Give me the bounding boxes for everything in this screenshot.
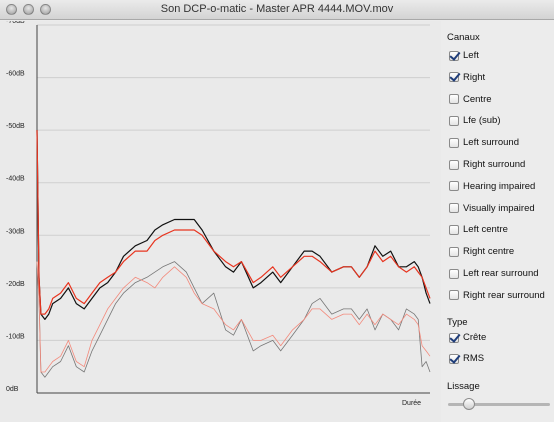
type-cr-te-checkbox[interactable] [449, 332, 459, 343]
channel-left-centre-checkbox[interactable] [449, 224, 459, 235]
channel-left-checkbox[interactable] [449, 50, 459, 61]
y-tick-label: -30dB [6, 228, 25, 235]
channel-visually-impaired[interactable]: Visually impaired [449, 202, 535, 215]
type-label: RMS [463, 353, 485, 364]
zoom-button[interactable] [40, 4, 51, 15]
channel-label: Lfe (sub) [463, 115, 501, 127]
channel-lfe-sub[interactable]: Lfe (sub) [449, 114, 501, 127]
channel-label: Right rear surround [463, 289, 545, 301]
channel-right-centre[interactable]: Right centre [449, 245, 514, 258]
type-rms-checkbox[interactable] [449, 353, 459, 364]
channel-left-rear-surround-checkbox[interactable] [449, 268, 459, 279]
close-button[interactable] [6, 4, 17, 15]
channel-label: Right centre [463, 246, 515, 258]
channel-centre[interactable]: Centre [449, 93, 492, 106]
channel-right-surround-checkbox[interactable] [449, 159, 459, 170]
channel-label: Left [463, 50, 479, 61]
y-tick-label: -50dB [6, 123, 25, 130]
channel-left-rear-surround[interactable]: Left rear surround [449, 267, 539, 280]
audio-plot: 0dB -10dB -20dB -30dB -40dB -50dB -60dB -70dB Du… [0, 21, 441, 422]
type-label: Crête [463, 332, 487, 343]
type-rms[interactable]: RMS [449, 352, 484, 365]
channel-label: Left rear surround [463, 268, 539, 279]
channel-right-surround[interactable]: Right surround [449, 158, 525, 171]
y-tick-label: -40dB [6, 176, 25, 183]
channel-right-checkbox[interactable] [449, 72, 459, 83]
channel-right-rear-surround-checkbox[interactable] [449, 290, 459, 301]
channel-left-surround[interactable]: Left surround [449, 136, 519, 149]
channel-label: Centre [463, 93, 492, 105]
window-title: Son DCP-o-matic - Master APR 4444.MOV.mo… [160, 3, 394, 15]
channel-label: Visually impaired [463, 202, 535, 214]
series-line-left-peak [36, 261, 431, 378]
channel-label: Left surround [463, 137, 519, 149]
channel-visually-impaired-checkbox[interactable] [449, 203, 459, 214]
channel-lfe-sub-checkbox[interactable] [449, 115, 459, 126]
sidebar: Canaux Left Right Centre Lfe (sub) Left surr… [441, 21, 554, 422]
x-axis-label: Durée [402, 400, 421, 407]
channel-centre-checkbox[interactable] [449, 94, 459, 105]
smoothing-slider[interactable] [448, 398, 550, 410]
minimize-button[interactable] [23, 4, 34, 15]
channel-label: Right surround [463, 159, 526, 170]
channel-left[interactable]: Left [449, 49, 479, 62]
series-line-right-rms [36, 130, 431, 315]
channel-left-centre[interactable]: Left centre [449, 223, 508, 236]
channels-header: Canaux [447, 32, 480, 43]
title-bar: Son DCP-o-matic - Master APR 4444.MOV.mo… [0, 0, 554, 20]
series-line-left-rms [36, 130, 431, 320]
channel-hearing-impaired-checkbox[interactable] [449, 181, 459, 192]
channel-label: Hearing impaired [463, 180, 536, 192]
y-tick-label: 0dB [6, 386, 19, 393]
smoothing-slider-track [448, 403, 550, 406]
window-controls [6, 4, 51, 15]
channel-hearing-impaired[interactable]: Hearing impaired [449, 180, 535, 193]
channel-left-surround-checkbox[interactable] [449, 137, 459, 148]
smoothing-header: Lissage [447, 381, 480, 392]
smoothing-slider-knob[interactable] [463, 398, 476, 410]
channel-label: Left centre [463, 224, 508, 236]
y-tick-label: -70dB [6, 21, 25, 25]
y-tick-label: -60dB [6, 71, 25, 78]
channel-right[interactable]: Right [449, 71, 485, 84]
y-tick-label: -10dB [6, 333, 25, 340]
channel-label: Right [463, 71, 486, 83]
type-header: Type [447, 317, 468, 328]
channel-right-rear-surround[interactable]: Right rear surround [449, 289, 545, 302]
audio-plot-canvas: 0dB -10dB -20dB -30dB -40dB -50dB -60dB -70dB Du… [6, 21, 431, 407]
type-cr-te[interactable]: Crête [449, 331, 486, 344]
y-tick-label: -20dB [6, 281, 25, 288]
series-line-right-peak [36, 261, 431, 373]
channel-right-centre-checkbox[interactable] [449, 246, 459, 257]
